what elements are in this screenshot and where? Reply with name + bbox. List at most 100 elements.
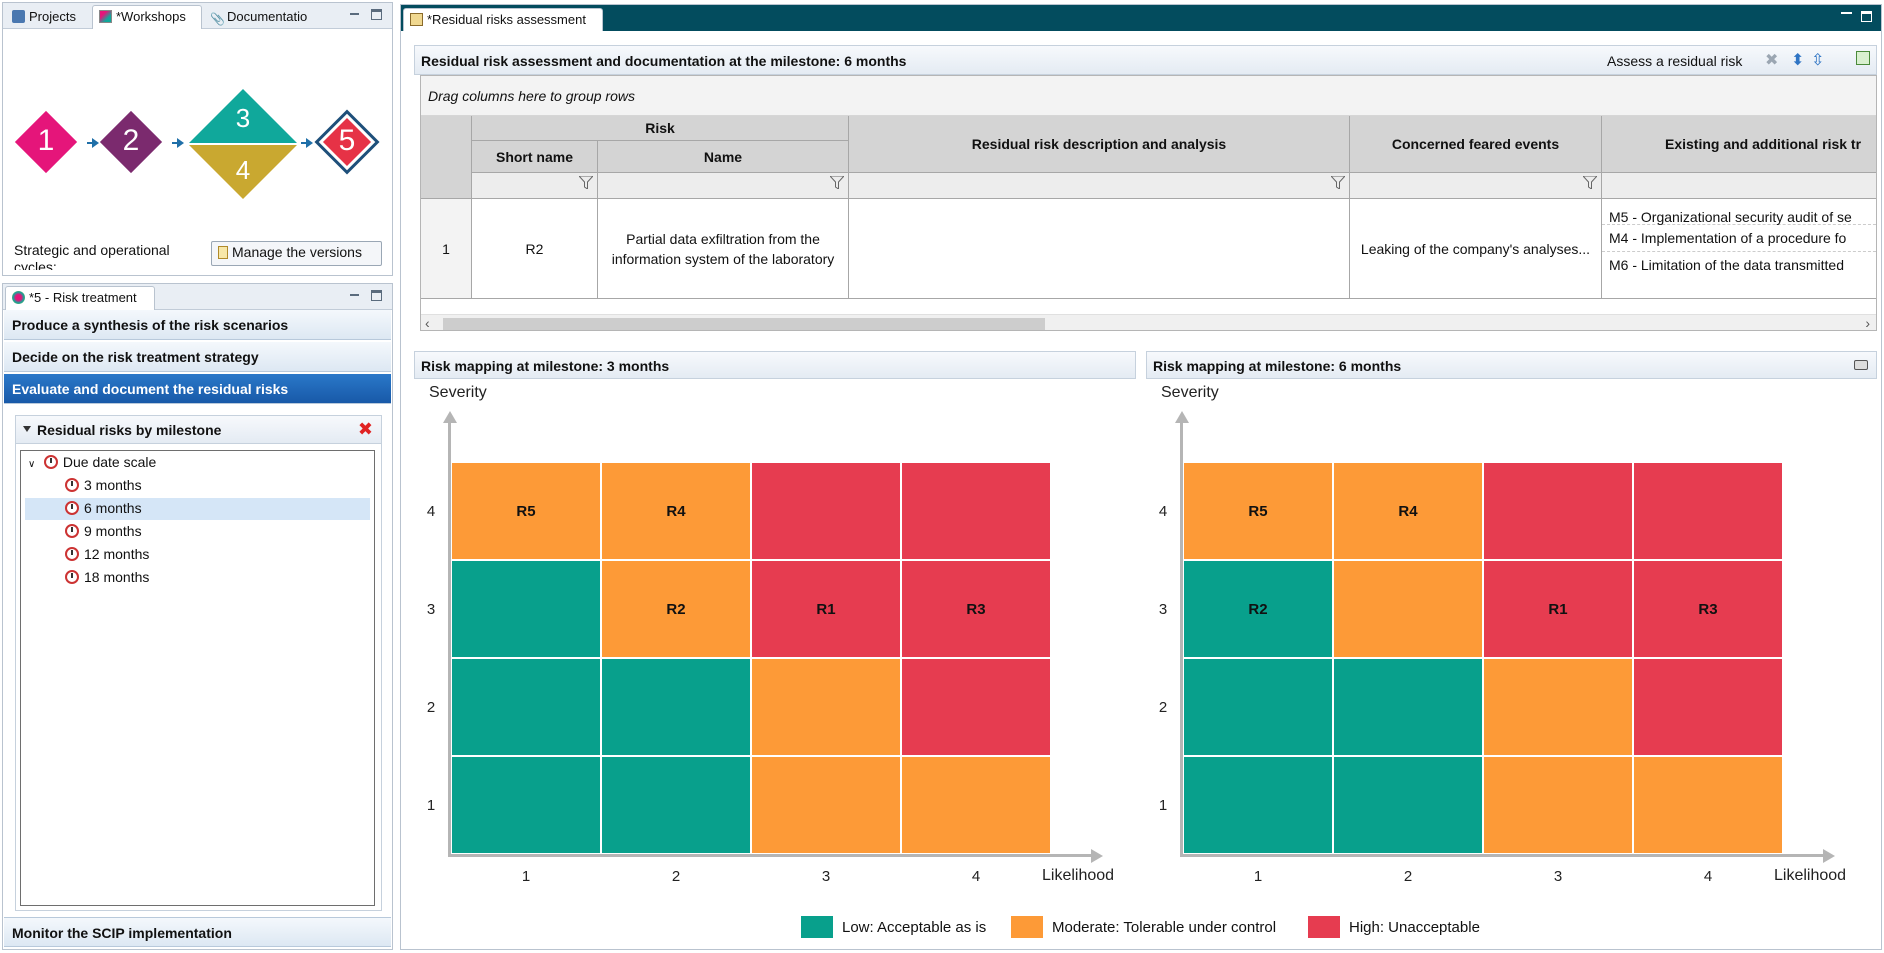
- scroll-right-icon[interactable]: ›: [1865, 315, 1870, 331]
- column-header-name[interactable]: Name: [598, 141, 849, 173]
- risk-marker[interactable]: R3: [966, 600, 986, 618]
- step-synthesis[interactable]: Produce a synthesis of the risk scenario…: [4, 310, 391, 340]
- risk-map-cell[interactable]: R4: [1333, 462, 1483, 560]
- tab-documentation[interactable]: 📎 Documentatio: [203, 5, 331, 29]
- tree-item-3-months[interactable]: 3 months: [25, 475, 370, 497]
- tab-projects[interactable]: Projects: [5, 5, 91, 29]
- minimize-icon[interactable]: [349, 9, 360, 20]
- maximize-icon[interactable]: [371, 290, 382, 301]
- delete-icon[interactable]: ✖: [1765, 52, 1779, 69]
- tab-workshops[interactable]: *Workshops: [92, 5, 202, 29]
- risk-map-cell[interactable]: [1183, 658, 1333, 756]
- risk-map-cell[interactable]: [1483, 462, 1633, 560]
- filter-short-name[interactable]: [472, 173, 598, 199]
- risk-map-cell[interactable]: [451, 658, 601, 756]
- filter-description[interactable]: [849, 173, 1350, 199]
- risk-marker[interactable]: R3: [1698, 600, 1718, 618]
- risk-marker[interactable]: R2: [1248, 600, 1268, 618]
- workshop-3-diamond-half[interactable]: [189, 89, 297, 143]
- risk-map-cell[interactable]: [1183, 756, 1333, 854]
- risk-marker[interactable]: R1: [1548, 600, 1568, 618]
- risk-map-cell[interactable]: [1483, 658, 1633, 756]
- tree-root[interactable]: ∨ Due date scale: [25, 452, 370, 474]
- risk-map-cell[interactable]: R3: [1633, 560, 1783, 658]
- measures-cell[interactable]: M5 - Organizational security audit of se…: [1602, 199, 1876, 299]
- manage-versions-button[interactable]: Manage the versions: [211, 241, 382, 266]
- step-monitor[interactable]: Monitor the SCIP implementation: [4, 917, 391, 947]
- feared-events-cell[interactable]: Leaking of the company's analyses...: [1350, 199, 1602, 299]
- risk-map-cell[interactable]: [451, 560, 601, 658]
- expand-all-icon[interactable]: ⇳: [1811, 52, 1825, 69]
- risk-marker[interactable]: R2: [666, 600, 686, 618]
- risk-marker[interactable]: R1: [816, 600, 836, 618]
- camera-icon[interactable]: [1854, 360, 1868, 370]
- tree-item-6-months[interactable]: 6 months: [25, 498, 370, 520]
- collapse-arrow-icon[interactable]: [23, 426, 31, 432]
- workshop-4-diamond-half[interactable]: [189, 145, 297, 199]
- risk-marker[interactable]: R4: [1398, 502, 1418, 520]
- filter-icon[interactable]: [1583, 176, 1597, 189]
- risk-map-cell[interactable]: [901, 658, 1051, 756]
- column-header-feared-events[interactable]: Concerned feared events: [1350, 116, 1602, 173]
- risk-map-cell[interactable]: [901, 756, 1051, 854]
- risk-map-cell[interactable]: [1483, 756, 1633, 854]
- horizontal-scrollbar[interactable]: ‹ ›: [421, 314, 1876, 331]
- column-header-description[interactable]: Residual risk description and analysis: [849, 116, 1350, 173]
- scrollbar-thumb[interactable]: [443, 318, 1045, 330]
- risk-map-cell[interactable]: [601, 658, 751, 756]
- column-header-short-name[interactable]: Short name: [472, 141, 598, 173]
- tree-item-9-months[interactable]: 9 months: [25, 521, 370, 543]
- step-strategy[interactable]: Decide on the risk treatment strategy: [4, 342, 391, 372]
- risk-map-cell[interactable]: [1633, 756, 1783, 854]
- risk-map-cell[interactable]: R1: [1483, 560, 1633, 658]
- risk-map-cell[interactable]: R2: [1183, 560, 1333, 658]
- maximize-icon[interactable]: [1861, 11, 1872, 22]
- risk-map-cell[interactable]: [601, 756, 751, 854]
- risk-map-cell[interactable]: [1633, 462, 1783, 560]
- risk-marker[interactable]: R4: [666, 502, 686, 520]
- risk-map-cell[interactable]: [1333, 560, 1483, 658]
- maximize-icon[interactable]: [371, 9, 382, 20]
- risk-map-cell[interactable]: [1633, 658, 1783, 756]
- tree-item-12-months[interactable]: 12 months: [25, 544, 370, 566]
- risk-map-cell[interactable]: [751, 756, 901, 854]
- filter-icon[interactable]: [830, 176, 844, 189]
- filter-icon[interactable]: [1331, 176, 1345, 189]
- filter-icon[interactable]: [579, 176, 593, 189]
- name-cell[interactable]: Partial data exfiltration from the infor…: [598, 199, 849, 299]
- risk-map-cell[interactable]: R1: [751, 560, 901, 658]
- residual-section-header[interactable]: Residual risks by milestone ✖: [16, 416, 381, 444]
- short-name-cell[interactable]: R2: [472, 199, 598, 299]
- tab-risk-treatment[interactable]: *5 - Risk treatment: [5, 286, 155, 310]
- tab-residual-risks-assessment[interactable]: *Residual risks assessment: [403, 8, 603, 31]
- risk-map-cell[interactable]: [1333, 658, 1483, 756]
- filter-name[interactable]: [598, 173, 849, 199]
- minimize-icon[interactable]: [1841, 12, 1852, 16]
- tree-item-18-months[interactable]: 18 months: [25, 567, 370, 589]
- risk-map-cell[interactable]: R4: [601, 462, 751, 560]
- risk-map-cell[interactable]: [1333, 756, 1483, 854]
- filter-feared-events[interactable]: [1350, 173, 1602, 199]
- risk-map-cell[interactable]: [451, 756, 601, 854]
- description-cell[interactable]: [849, 199, 1350, 299]
- scroll-left-icon[interactable]: ‹: [425, 315, 430, 331]
- close-icon[interactable]: ✖: [357, 419, 373, 439]
- minimize-icon[interactable]: [349, 290, 360, 301]
- filter-measures[interactable]: [1602, 173, 1876, 199]
- risk-map-cell[interactable]: R5: [1183, 462, 1333, 560]
- workshop-3-4-diamond[interactable]: [187, 87, 299, 199]
- risk-map-cell[interactable]: [751, 462, 901, 560]
- risk-map-cell[interactable]: [901, 462, 1051, 560]
- assess-residual-risk-link[interactable]: Assess a residual risk: [1607, 53, 1743, 69]
- step-residual-risks[interactable]: Evaluate and document the residual risks: [4, 374, 391, 404]
- column-header-measures[interactable]: Existing and additional risk tr: [1602, 116, 1876, 173]
- risk-marker[interactable]: R5: [1248, 502, 1268, 520]
- expand-arrow-icon[interactable]: ∨: [28, 459, 36, 470]
- risk-map-cell[interactable]: [751, 658, 901, 756]
- risk-map-cell[interactable]: R2: [601, 560, 751, 658]
- risk-marker[interactable]: R5: [516, 502, 536, 520]
- risk-map-cell[interactable]: R3: [901, 560, 1051, 658]
- collapse-all-icon[interactable]: ⬍: [1791, 52, 1805, 69]
- risk-map-cell[interactable]: R5: [451, 462, 601, 560]
- export-icon[interactable]: [1856, 51, 1870, 65]
